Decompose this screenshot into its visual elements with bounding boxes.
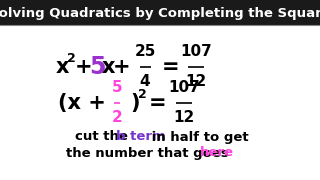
Text: 5: 5: [89, 55, 105, 79]
Text: =: =: [162, 57, 180, 77]
Text: +: +: [75, 57, 93, 77]
Text: 25: 25: [134, 44, 156, 60]
Text: 107: 107: [180, 44, 212, 60]
Text: the number that goes: the number that goes: [66, 147, 233, 159]
Text: in half to get: in half to get: [147, 130, 249, 143]
Text: b term: b term: [116, 130, 166, 143]
Text: cut the: cut the: [75, 130, 132, 143]
Text: 2: 2: [67, 51, 76, 64]
Text: here: here: [200, 147, 234, 159]
Text: Solving Quadratics by Completing the Square: Solving Quadratics by Completing the Squ…: [0, 6, 320, 19]
Text: 2: 2: [112, 111, 122, 125]
Text: ): ): [130, 93, 140, 113]
Text: 12: 12: [185, 75, 207, 89]
Bar: [0, 0, 320, 25]
Text: 12: 12: [173, 111, 195, 125]
Text: 5: 5: [112, 80, 122, 96]
Text: +: +: [113, 57, 131, 77]
Text: x: x: [101, 57, 115, 77]
Text: 4: 4: [140, 75, 150, 89]
Text: 2: 2: [138, 87, 146, 100]
Text: 107: 107: [168, 80, 200, 96]
Text: x: x: [55, 57, 69, 77]
Text: (x +: (x +: [58, 93, 106, 113]
Text: =: =: [149, 93, 167, 113]
